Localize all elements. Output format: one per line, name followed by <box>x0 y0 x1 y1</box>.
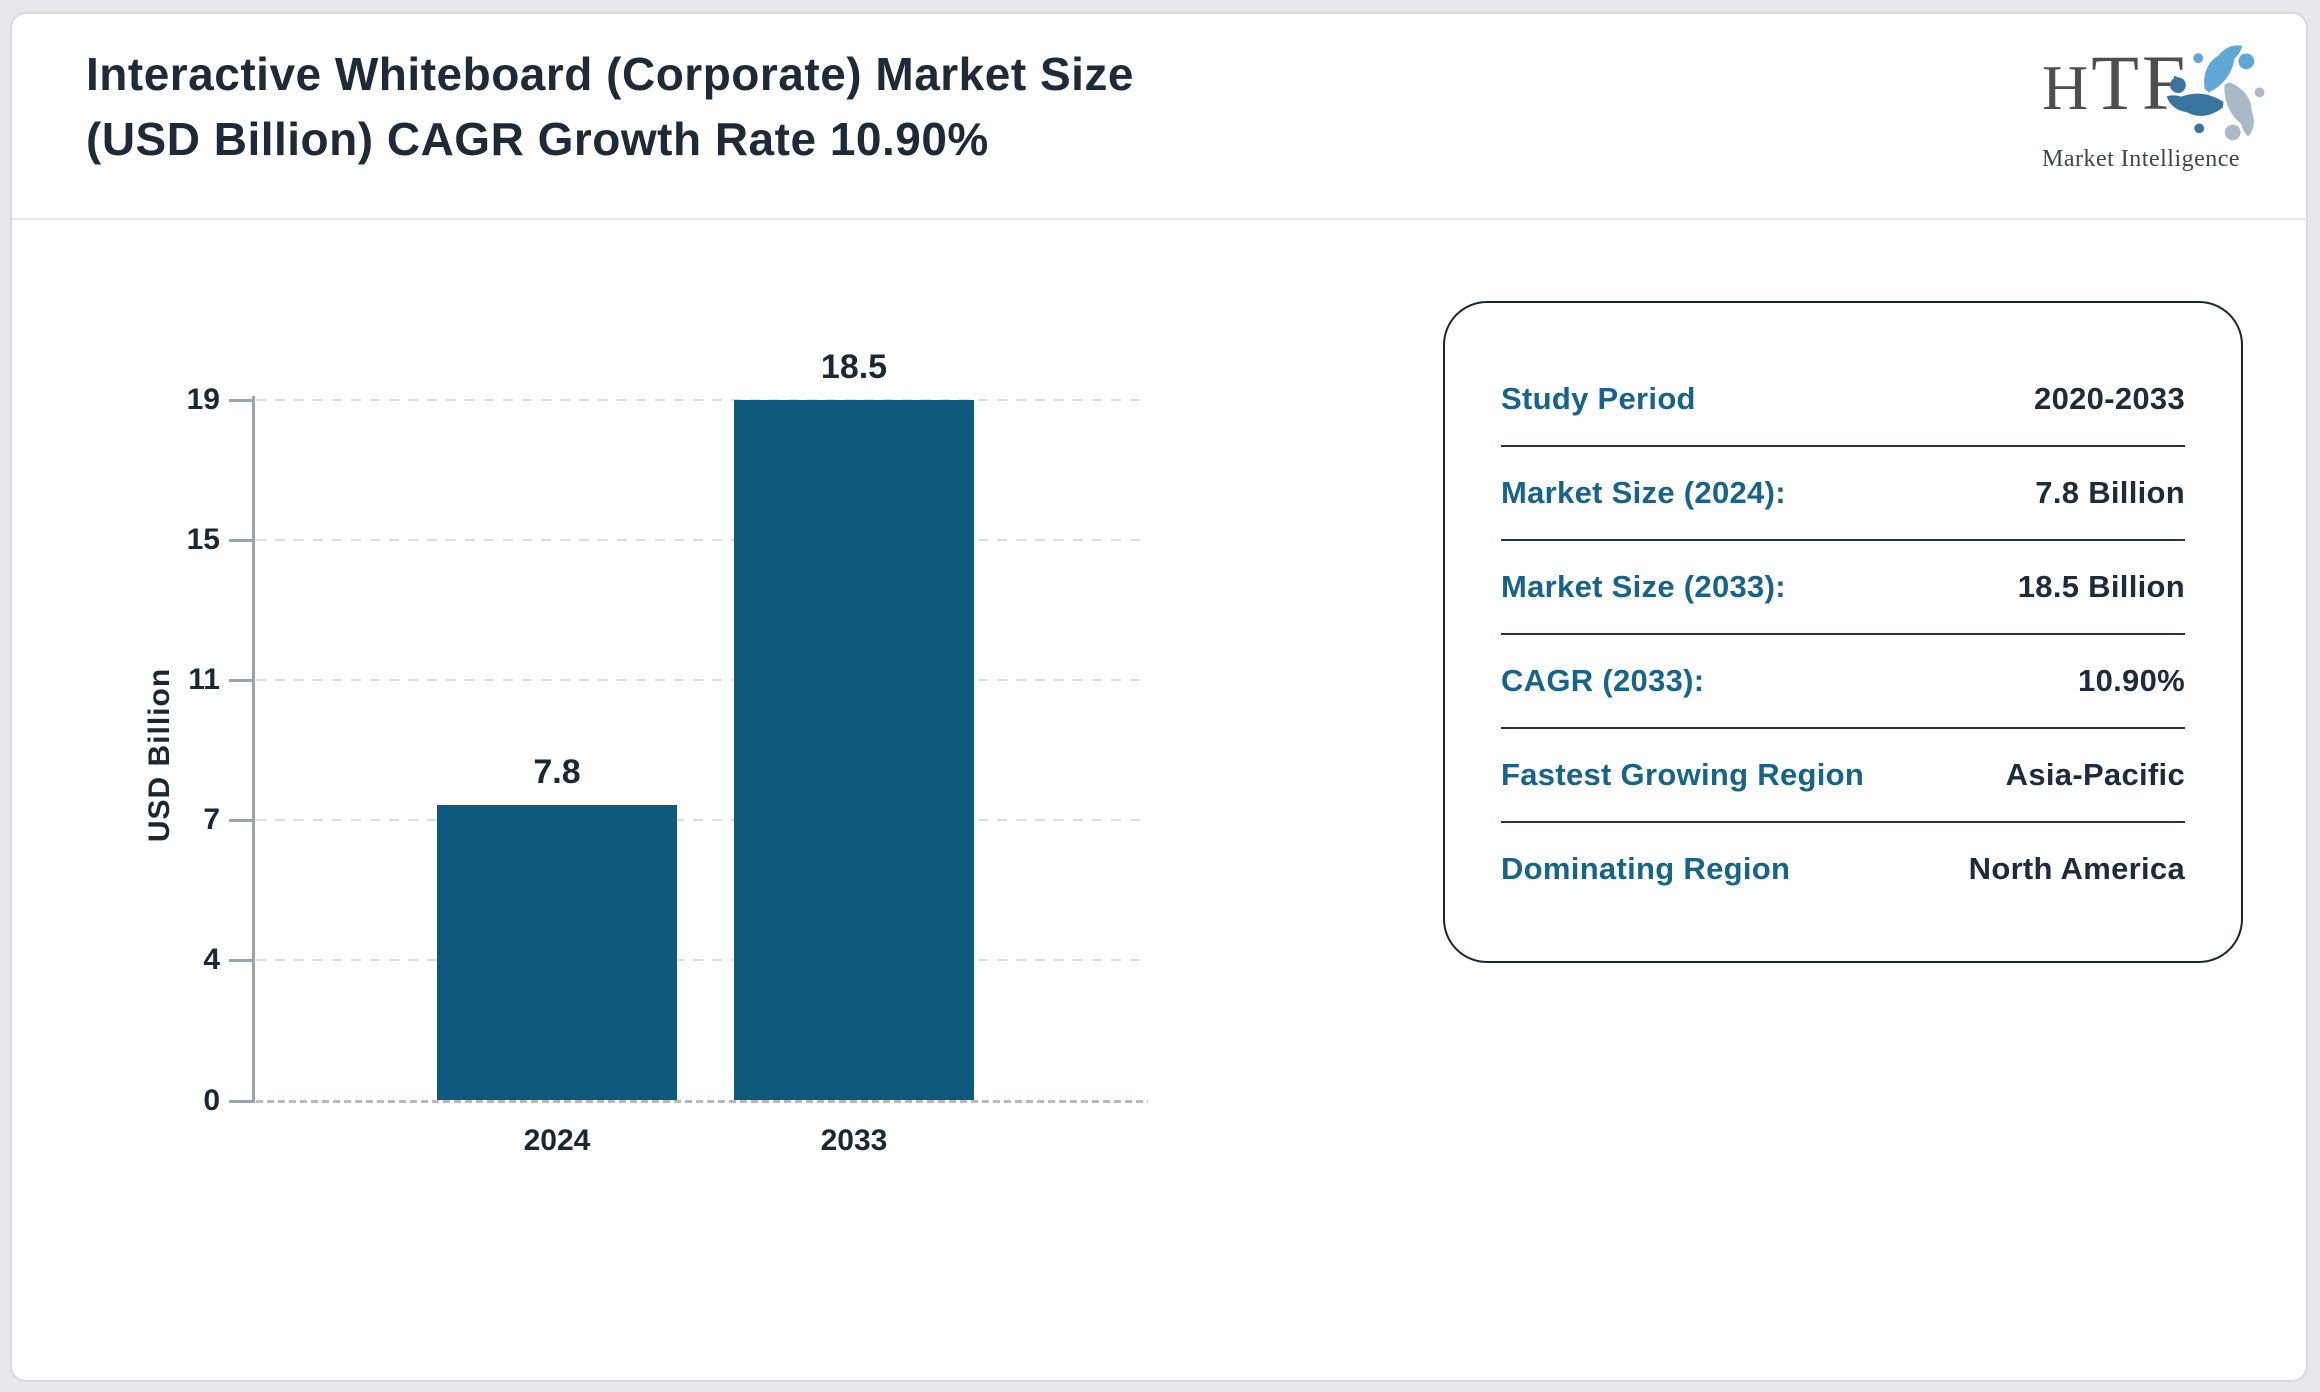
htf-logo-row: HTF <box>2042 36 2282 144</box>
summary-row-study-period: Study Period 2020-2033 <box>1501 353 2185 447</box>
y-tick-mark <box>229 399 253 402</box>
y-tick-label: 7 <box>203 803 220 836</box>
y-tick-mark <box>229 819 253 822</box>
summary-value: North America <box>1968 851 2185 886</box>
bar-value-label-2024: 7.8 <box>533 752 581 791</box>
summary-label: Dominating Region <box>1501 851 1791 886</box>
y-tick-label: 19 <box>186 383 220 416</box>
gridline-4 <box>256 959 1148 961</box>
gridline-0 <box>256 1100 1148 1103</box>
summary-value: 10.90% <box>2078 663 2185 698</box>
x-tick-label-2033: 2033 <box>820 1124 888 1157</box>
bar-2033 <box>734 400 974 1100</box>
summary-row-cagr: CAGR (2033): 10.90% <box>1501 635 2185 729</box>
y-tick-label: 15 <box>186 523 220 556</box>
bar-2024 <box>437 804 677 1100</box>
summary-value: 7.8 Billion <box>2035 475 2185 510</box>
page-title-line2: (USD Billion) CAGR Growth Rate 10.90% <box>86 113 989 166</box>
y-tick-mark <box>229 1100 253 1103</box>
htf-logo-text: HTF <box>2042 39 2189 126</box>
htf-logo-swirl-icon <box>2166 45 2265 141</box>
summary-label: Market Size (2024): <box>1501 475 1786 510</box>
page-title: Interactive Whiteboard (Corporate) Marke… <box>86 42 1586 173</box>
y-tick-label: 0 <box>203 1084 220 1117</box>
x-tick-label-2024: 2024 <box>523 1124 591 1157</box>
summary-row-market-size-2024: Market Size (2024): 7.8 Billion <box>1501 447 2185 541</box>
gridline-19 <box>256 399 1148 401</box>
bar-value-label-2033: 18.5 <box>820 348 888 386</box>
summary-label: Market Size (2033): <box>1501 569 1786 604</box>
summary-row-fastest-growing-region: Fastest Growing Region Asia-Pacific <box>1501 729 2185 823</box>
y-tick-mark <box>229 959 253 962</box>
summary-label: CAGR (2033): <box>1501 663 1705 698</box>
summary-value: 2020-2033 <box>2034 381 2185 416</box>
summary-row-dominating-region: Dominating Region North America <box>1501 823 2185 915</box>
summary-value: Asia-Pacific <box>2005 757 2185 792</box>
gridline-11 <box>256 679 1148 681</box>
gridline-15 <box>256 539 1148 541</box>
gridline-7 <box>256 819 1148 821</box>
htf-logo-tagline: Market Intelligence <box>2042 146 2241 172</box>
y-axis-line <box>252 396 255 1103</box>
summary-label: Study Period <box>1501 381 1696 416</box>
y-tick-mark <box>229 539 253 542</box>
summary-card: Study Period 2020-2033 Market Size (2024… <box>1443 301 2243 963</box>
summary-row-market-size-2033: Market Size (2033): 18.5 Billion <box>1501 541 2185 635</box>
y-tick-mark <box>229 679 253 682</box>
page-title-line1: Interactive Whiteboard (Corporate) Marke… <box>86 48 1134 100</box>
htf-logo: HTF <box>2042 36 2282 173</box>
summary-value: 18.5 Billion <box>2017 569 2185 604</box>
header-divider <box>12 218 2308 220</box>
summary-label: Fastest Growing Region <box>1501 757 1865 792</box>
y-tick-label: 4 <box>203 943 220 976</box>
y-tick-label: 11 <box>188 663 220 696</box>
